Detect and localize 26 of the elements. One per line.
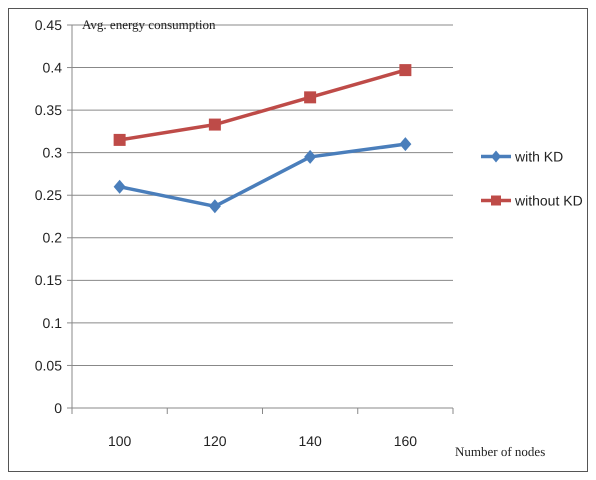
point: [114, 134, 126, 146]
legend-label: without KD: [514, 192, 583, 208]
y-tick-label: 0.2: [42, 230, 62, 246]
x-tick-label: 120: [203, 433, 227, 449]
point: [304, 150, 316, 164]
legend-label: with KD: [514, 148, 564, 164]
y-tick-label: 0.05: [34, 357, 62, 374]
y-tick-label: 0.35: [34, 102, 62, 118]
point: [208, 118, 221, 131]
y-tick-label: 0.1: [42, 314, 62, 331]
x-tick-label: 160: [394, 433, 418, 449]
y-tick-label: 0.45: [34, 16, 62, 33]
y-axis-title: Avg. energy consumption: [82, 17, 216, 32]
point: [114, 180, 126, 194]
point: [304, 91, 316, 104]
y-tick-label: 0.25: [34, 187, 62, 204]
y-tick-label: 0.3: [42, 144, 62, 161]
y-tick-label: 0.4: [42, 59, 62, 76]
x-tick-label: 100: [108, 433, 132, 449]
y-tick-label: 0: [54, 400, 62, 416]
point: [399, 137, 412, 152]
point: [208, 199, 221, 214]
x-axis-title: Number of nodes: [455, 444, 546, 459]
x-tick-label: 140: [298, 433, 322, 449]
y-tick-label: 0.15: [34, 272, 62, 288]
point: [399, 64, 412, 76]
